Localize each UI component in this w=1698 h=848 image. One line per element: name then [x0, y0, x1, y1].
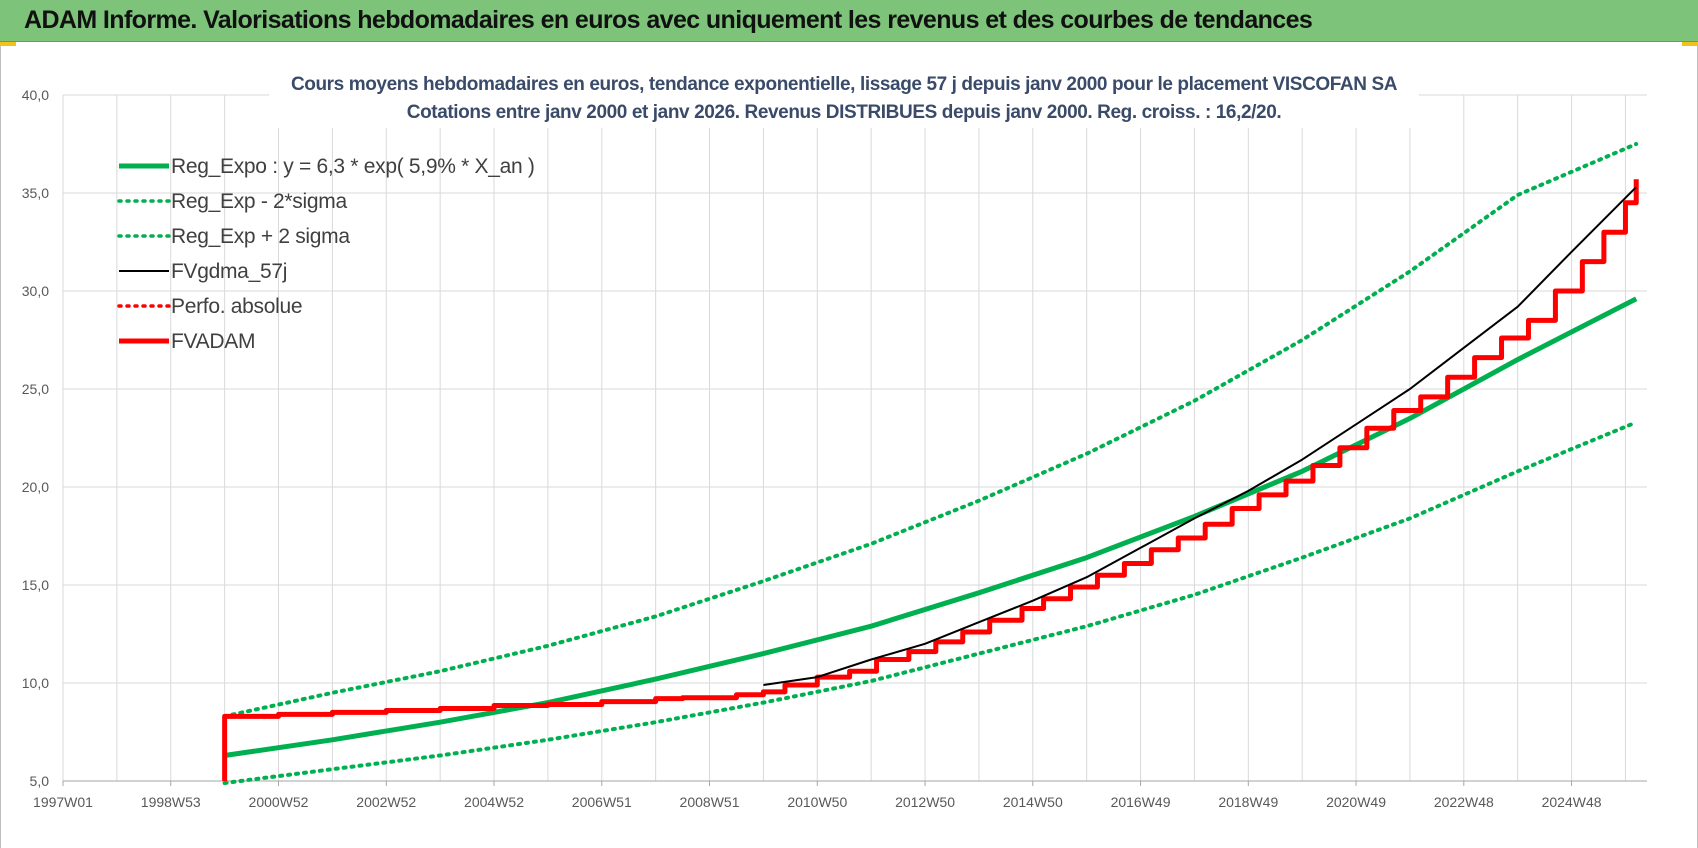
chart-title: Cours moyens hebdomadaires en euros, ten… [291, 74, 1398, 95]
y-tick-label: 10,0 [22, 675, 49, 691]
x-tick-label: 2008W51 [680, 794, 740, 810]
x-tick-label: 2014W50 [1003, 794, 1063, 810]
report-banner: ADAM Informe. Valorisations hebdomadaire… [0, 0, 1698, 42]
y-tick-label: 25,0 [22, 381, 49, 397]
x-tick-label: 2002W52 [356, 794, 416, 810]
x-tick-label: 2022W48 [1434, 794, 1494, 810]
x-tick-label: 2010W50 [787, 794, 847, 810]
legend-label: Perfo. absolue [171, 295, 302, 318]
legend-label: FVgdma_57j [171, 260, 287, 283]
y-tick-label: 35,0 [22, 185, 49, 201]
x-tick-label: 2000W52 [249, 794, 309, 810]
series-line-3 [763, 186, 1637, 686]
axes: 5,0 10,0 15,0 20,0 25,0 30,0 35,0 40,0 1997W01 19… [22, 87, 1647, 810]
series-layer [222, 142, 1639, 785]
x-tick-label: 2012W50 [895, 794, 955, 810]
x-tick-label: 2020W49 [1326, 794, 1386, 810]
legend: Reg_Expo : y = 6,3 * exp( 5,9% * X_an ) R… [117, 155, 535, 353]
legend-label: FVADAM [171, 330, 255, 353]
y-tick-label: 40,0 [22, 87, 49, 103]
report-title: ADAM Informe. Valorisations hebdomadaire… [24, 6, 1313, 34]
x-tick-label: 2018W49 [1218, 794, 1278, 810]
x-tick-label: 1998W53 [141, 794, 201, 810]
y-tick-label: 30,0 [22, 283, 49, 299]
corner-accent-right [1682, 42, 1698, 46]
title-backdrop [269, 68, 1419, 128]
series-line-1 [222, 420, 1639, 785]
y-tick-label: 5,0 [30, 773, 50, 789]
legend-label: Reg_Expo : y = 6,3 * exp( 5,9% * X_an ) [171, 155, 535, 178]
legend-label: Reg_Exp - 2*sigma [171, 190, 347, 213]
x-tick-label: 1997W01 [33, 794, 93, 810]
y-tick-label: 15,0 [22, 577, 49, 593]
x-tick-label: 2016W49 [1111, 794, 1171, 810]
corner-accent-left [0, 42, 16, 46]
legend-label: Reg_Exp + 2 sigma [171, 225, 350, 248]
y-tick-label: 20,0 [22, 479, 49, 495]
line-chart: 5,0 10,0 15,0 20,0 25,0 30,0 35,0 40,0 1997W01 19… [22, 68, 1647, 810]
x-tick-label: 2006W51 [572, 794, 632, 810]
chart-frame: 5,0 10,0 15,0 20,0 25,0 30,0 35,0 40,0 1997W01 19… [0, 46, 1698, 848]
x-tick-label: 2004W52 [464, 794, 524, 810]
series-line-2 [222, 142, 1639, 719]
x-tick-label: 2024W48 [1542, 794, 1602, 810]
series-line-0 [224, 296, 1638, 758]
series-line-5 [222, 179, 1639, 781]
chart-subtitle: Cotations entre janv 2000 et janv 2026. … [407, 102, 1282, 123]
